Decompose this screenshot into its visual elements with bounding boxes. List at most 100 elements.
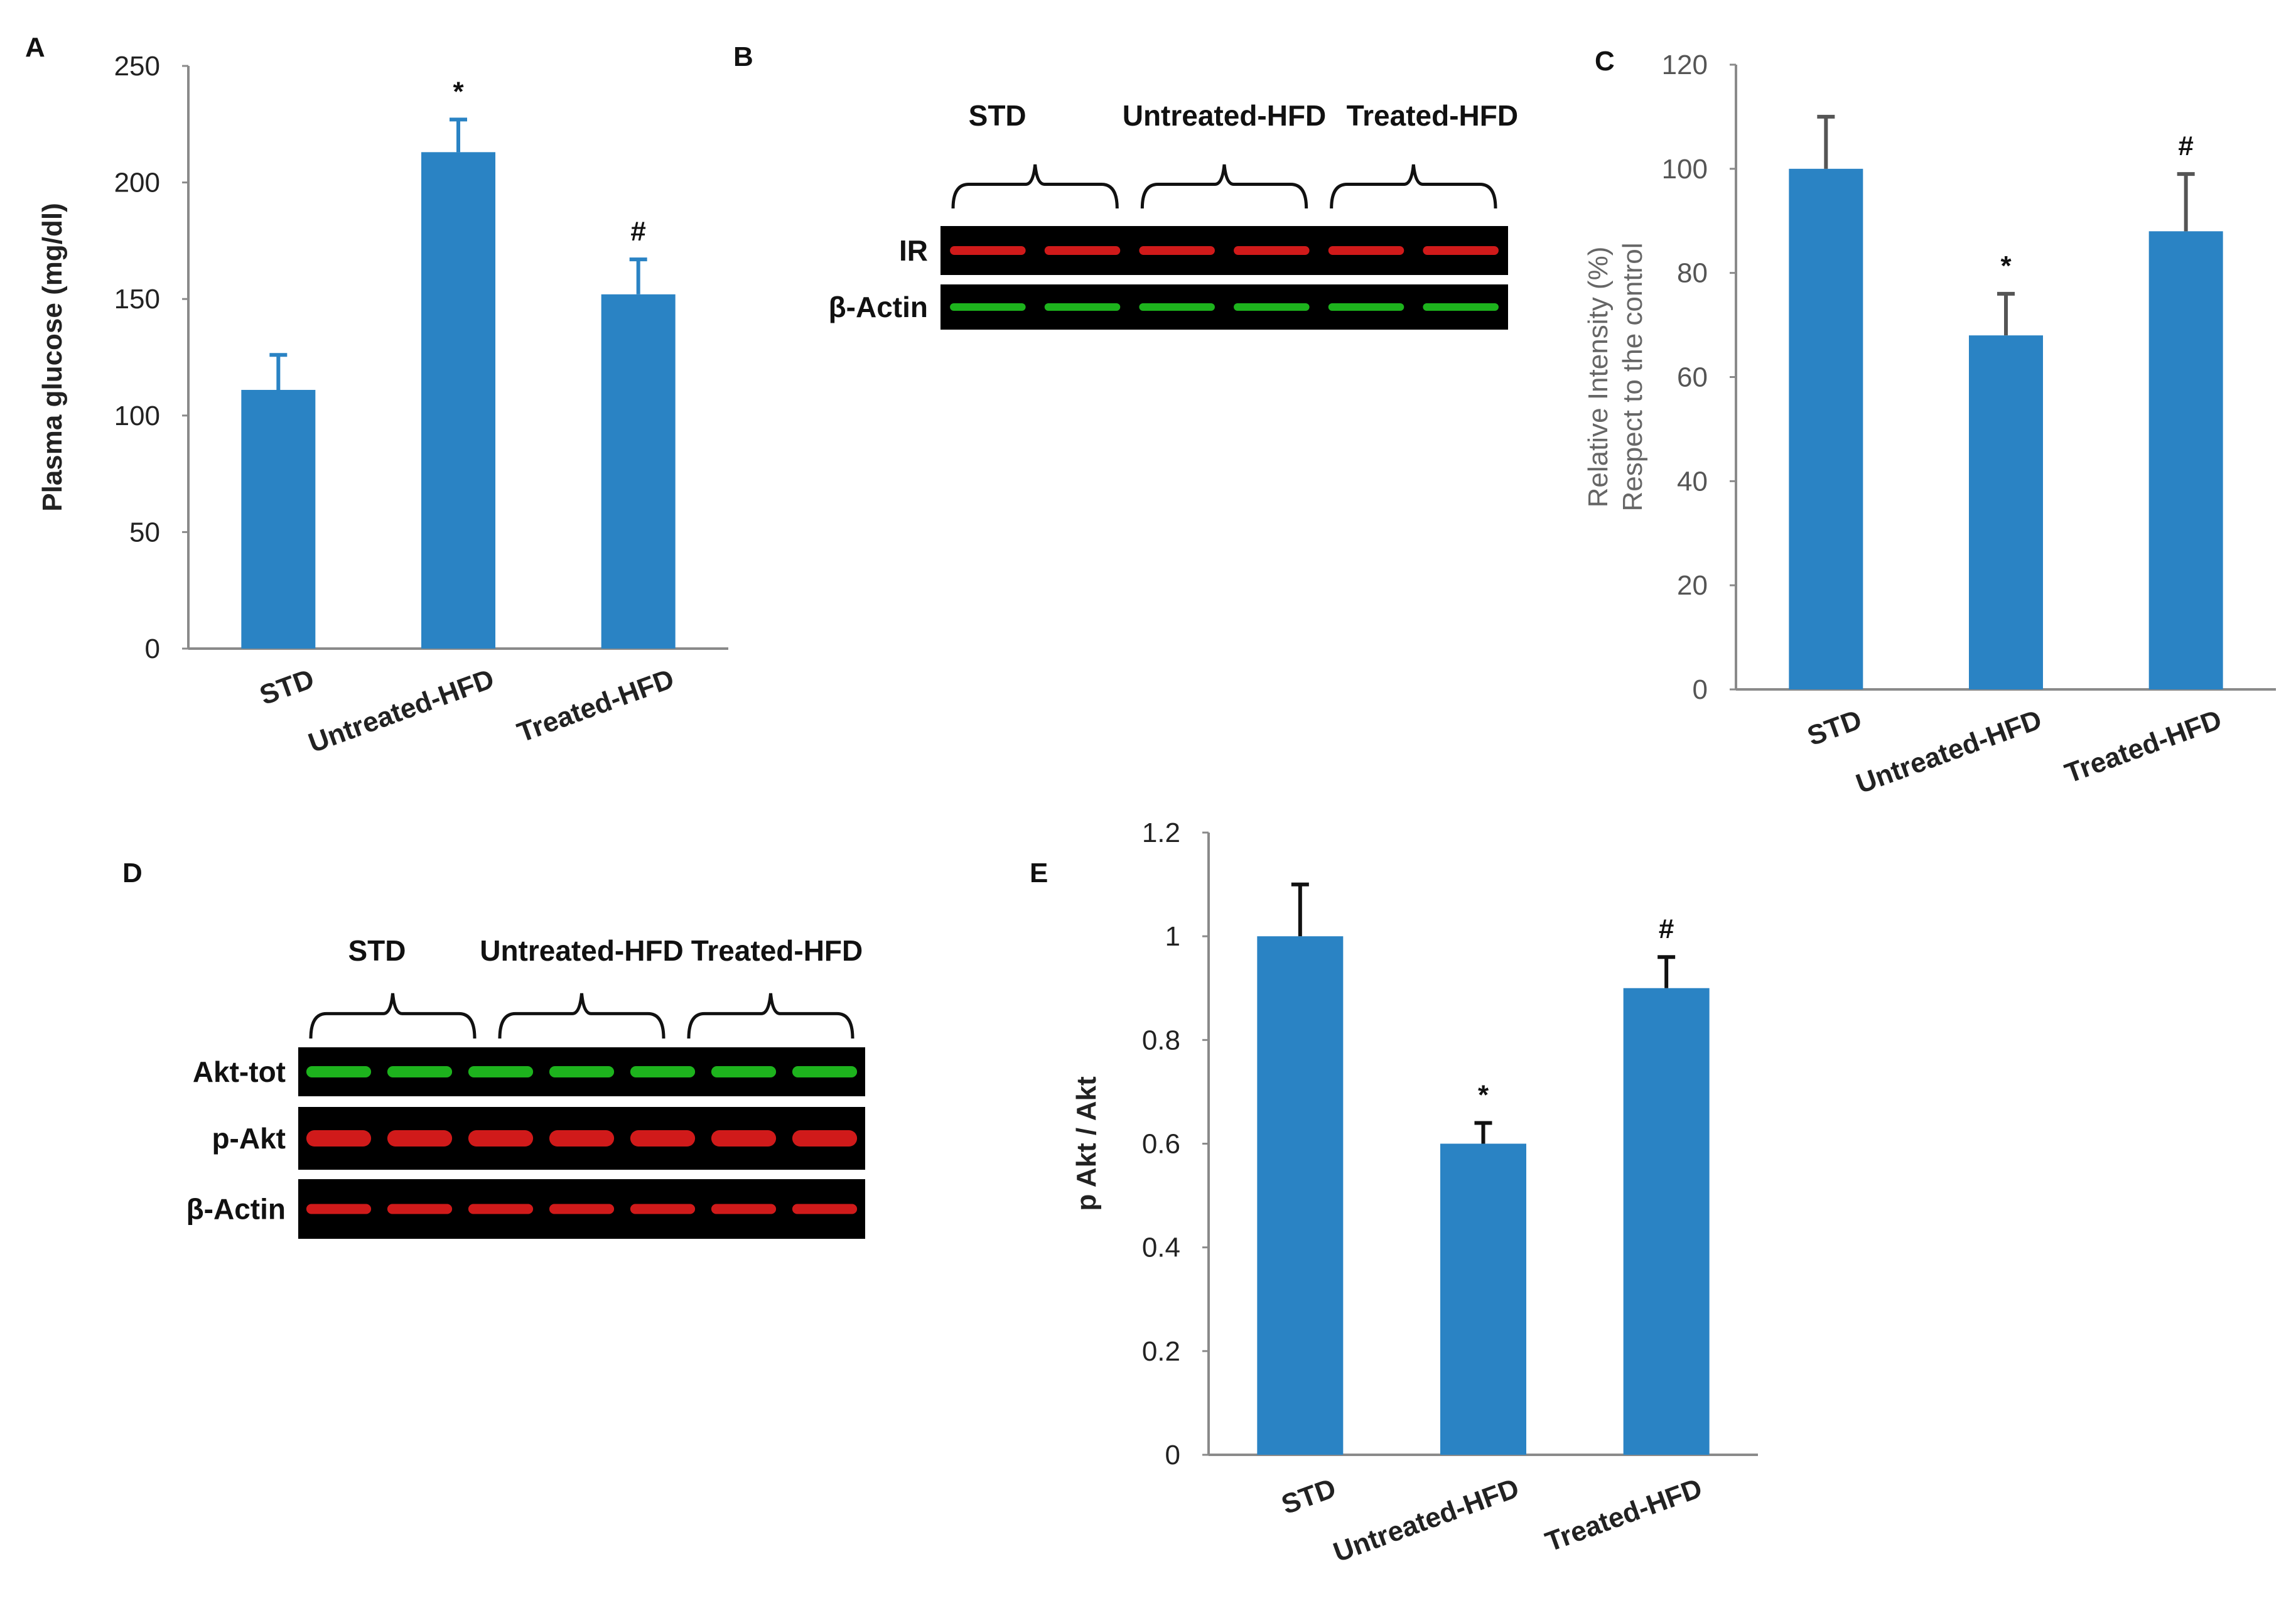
bar — [1440, 1143, 1526, 1455]
y-tick-label: 200 — [114, 168, 160, 198]
blot-band — [1328, 246, 1404, 255]
panel-label-e: E — [1030, 858, 1048, 888]
blot-group-label: STD — [348, 934, 406, 967]
chart-pakt-akt: 0 0.2 0.4 0.6 0.8 1 1.2 STD * Untreated-HFD # Treat… — [1071, 817, 1758, 1568]
blot-band — [549, 1066, 615, 1077]
category-label: Untreated-HFD — [1852, 704, 2045, 799]
y-axis-title: p Akt / Akt — [1071, 1076, 1102, 1211]
blot-band — [1423, 303, 1499, 311]
blot-band — [711, 1066, 777, 1077]
error-bar — [2177, 172, 2195, 232]
blot-group-label: Treated-HFD — [1347, 99, 1518, 132]
category-label: Untreated-HFD — [305, 663, 498, 758]
panel-label-d: D — [122, 858, 143, 888]
blot-row-label: Akt-tot — [193, 1055, 286, 1088]
y-tick-label: 250 — [114, 51, 160, 82]
bar — [1969, 335, 2043, 689]
y-tick-label: 100 — [1662, 154, 1708, 185]
significance-marker: # — [2178, 131, 2193, 161]
blot-band — [306, 1066, 372, 1077]
bar — [1789, 168, 1863, 689]
blot-band — [387, 1204, 453, 1214]
blot-band — [630, 1066, 696, 1077]
error-bar — [1474, 1121, 1492, 1144]
blot-band — [792, 1066, 858, 1077]
blot-band — [630, 1130, 696, 1147]
blot-membrane — [940, 284, 1508, 330]
error-bar — [1817, 114, 1835, 169]
blot-band — [387, 1066, 453, 1077]
blot-band — [1139, 246, 1215, 255]
blot-row-label: β-Actin — [186, 1193, 286, 1226]
lane-group-bracket — [951, 164, 1119, 209]
y-tick-label: 40 — [1677, 466, 1708, 497]
y-tick-label: 0 — [1693, 674, 1708, 705]
error-bar — [629, 257, 647, 294]
blot-group-label: Untreated-HFD — [480, 934, 684, 967]
blot-band — [792, 1130, 858, 1147]
blot-row-label: IR — [899, 234, 928, 267]
category-label: Treated-HFD — [1541, 1472, 1706, 1558]
significance-marker: * — [453, 76, 464, 107]
western-blot-akt: STD Untreated-HFD Treated-HFD Akt-tot p-Akt β… — [186, 934, 865, 1239]
y-axis-title: Respect to the control — [1617, 242, 1648, 511]
blot-band — [306, 1130, 372, 1147]
blot-band — [468, 1066, 534, 1077]
y-tick-label: 120 — [1662, 50, 1708, 80]
y-tick-label: 100 — [114, 401, 160, 431]
bar — [601, 294, 676, 649]
bar — [2148, 231, 2223, 689]
y-tick-label: 0.6 — [1142, 1129, 1180, 1160]
y-tick-label: 0 — [1165, 1440, 1180, 1470]
blot-band — [1234, 246, 1310, 255]
y-axis-title: Relative Intensity (%) — [1583, 247, 1614, 508]
lane-group-bracket — [687, 993, 854, 1039]
blot-band — [711, 1130, 777, 1147]
blot-band — [950, 246, 1026, 255]
error-bar — [1657, 955, 1676, 988]
blot-row-label: p-Akt — [212, 1122, 286, 1155]
lane-group-bracket — [1140, 164, 1308, 209]
y-axis-title: Plasma glucose (mg/dl) — [37, 203, 68, 511]
y-tick-label: 80 — [1677, 258, 1708, 289]
significance-marker: * — [1478, 1079, 1489, 1110]
y-tick-label: 150 — [114, 284, 160, 315]
blot-band — [1234, 303, 1310, 311]
error-bar — [1291, 882, 1309, 937]
y-tick-label: 1 — [1165, 921, 1180, 952]
category-label: Treated-HFD — [2061, 704, 2226, 789]
y-tick-label: 0.8 — [1142, 1025, 1180, 1055]
significance-marker: * — [2000, 251, 2012, 281]
lane-group-bracket — [309, 993, 477, 1039]
y-tick-label: 50 — [129, 517, 160, 548]
y-tick-label: 0.2 — [1142, 1336, 1180, 1367]
blot-band — [1044, 246, 1121, 255]
blot-band — [711, 1204, 777, 1214]
blot-band — [1139, 303, 1215, 311]
y-tick-label: 0 — [145, 634, 160, 664]
blot-band — [549, 1130, 615, 1147]
category-label: Untreated-HFD — [1329, 1472, 1523, 1568]
error-bar — [450, 117, 467, 153]
blot-band — [950, 303, 1026, 311]
panel-label-a: A — [25, 32, 45, 63]
y-tick-label: 60 — [1677, 362, 1708, 393]
blot-band — [1328, 303, 1404, 311]
significance-marker: # — [630, 216, 645, 247]
blot-band — [792, 1204, 858, 1214]
bar — [1257, 936, 1344, 1455]
western-blot-ir: STD Untreated-HFD Treated-HFD IR β-Actin — [829, 99, 1518, 330]
bar — [1623, 988, 1710, 1455]
blot-group-label: STD — [969, 99, 1027, 132]
category-label: STD — [1803, 704, 1865, 752]
panel-label-b: B — [733, 41, 753, 72]
error-bar — [269, 353, 288, 390]
blot-band — [387, 1130, 453, 1147]
significance-marker: # — [1659, 914, 1674, 944]
bar — [421, 152, 495, 649]
chart-plasma-glucose: 0 50 100 150 200 250 STD * Untreated-HFD # Treated… — [37, 51, 728, 759]
y-tick-label: 1.2 — [1142, 817, 1180, 848]
blot-band — [549, 1204, 615, 1214]
category-label: Treated-HFD — [514, 663, 679, 748]
